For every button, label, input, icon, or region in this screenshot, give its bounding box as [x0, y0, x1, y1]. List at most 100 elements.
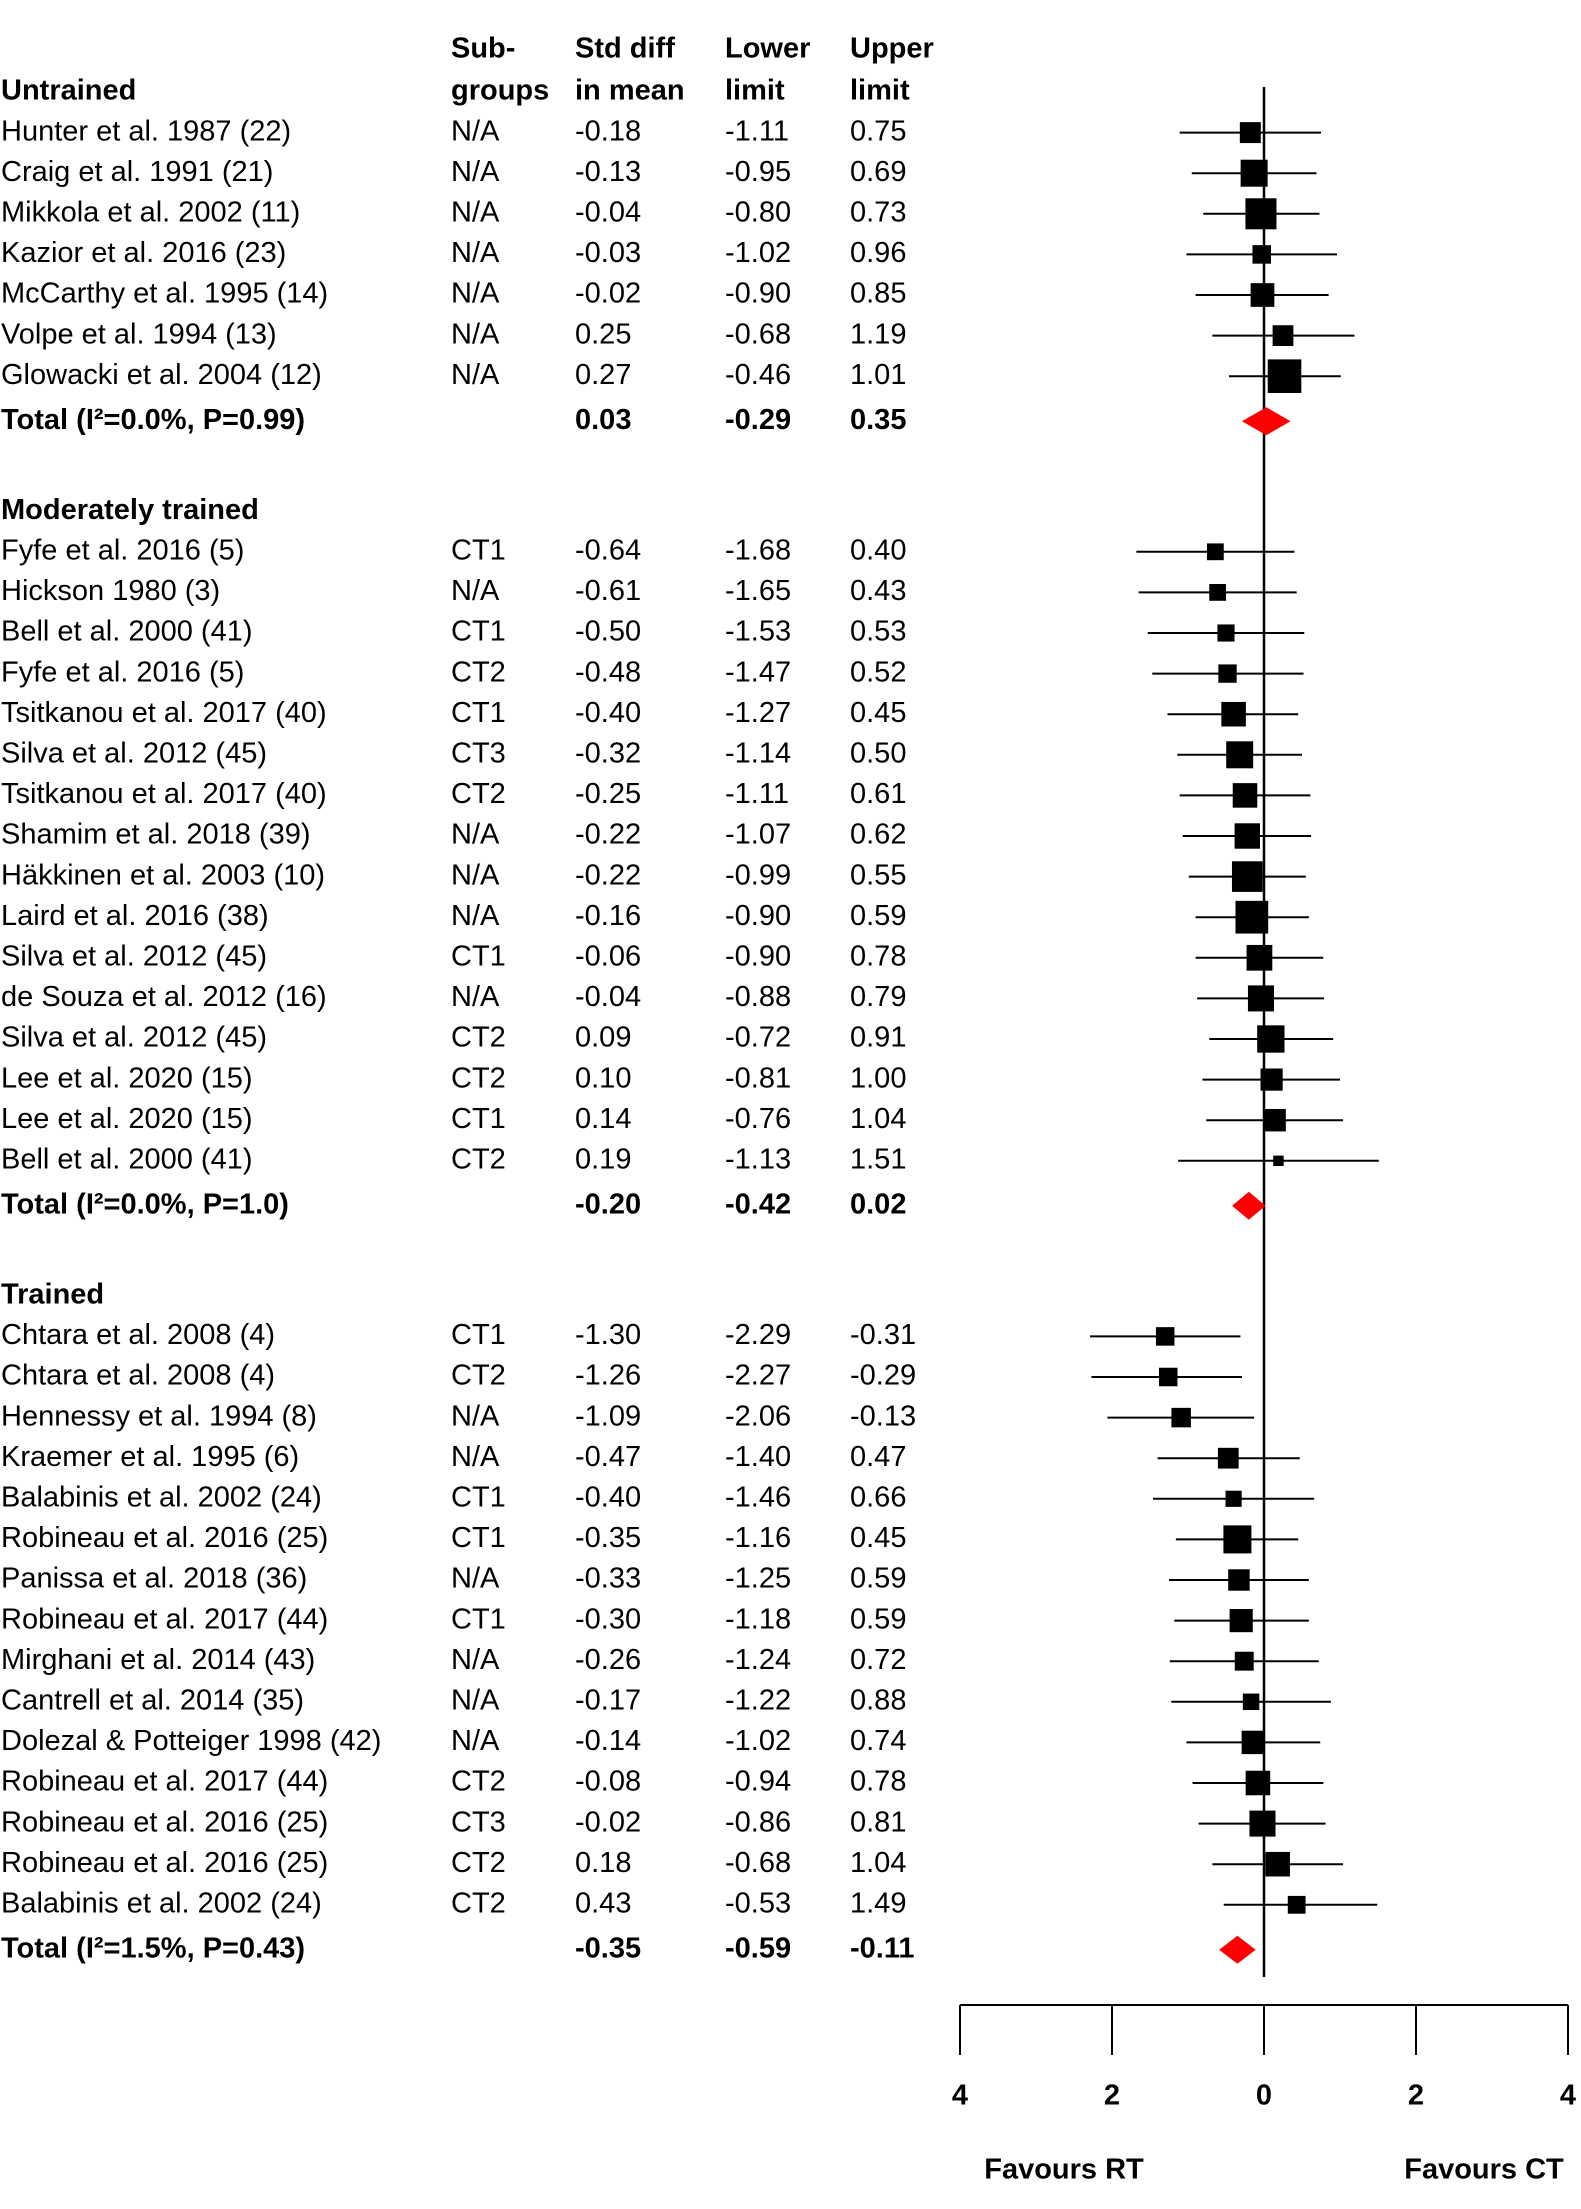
effect-marker — [1217, 1447, 1239, 1469]
study-label: Häkkinen et al. 2003 (10) — [1, 859, 325, 891]
study-label: Hunter et al. 1987 (22) — [1, 115, 291, 147]
value-label: -0.40 — [575, 1481, 641, 1513]
subgroup: CT2 — [451, 1847, 506, 1879]
subgroup: N/A — [451, 1684, 500, 1716]
effect-marker — [1239, 122, 1261, 144]
subgroup: N/A — [451, 575, 500, 607]
effect-marker — [1218, 664, 1237, 683]
value-label: 0.40 — [850, 534, 906, 566]
total-label: Total (I²=1.5%, P=0.43) — [1, 1932, 305, 1964]
value-label: 0.25 — [575, 318, 631, 350]
subgroup: CT1 — [451, 1603, 506, 1635]
value-label: -0.99 — [725, 859, 791, 891]
value-label: -0.16 — [575, 900, 641, 932]
effect-marker — [1267, 359, 1302, 393]
value-label: -2.06 — [725, 1400, 791, 1432]
value-label: -0.30 — [575, 1603, 641, 1635]
value-label: 1.49 — [850, 1887, 906, 1919]
value-label: -1.14 — [725, 737, 791, 769]
value-label: -0.22 — [575, 859, 641, 891]
value-label: 0.69 — [850, 156, 906, 188]
value-label: -0.90 — [725, 900, 791, 932]
study-label: Tsitkanou et al. 2017 (40) — [1, 778, 327, 810]
column-header: Sub- — [451, 33, 515, 65]
study-label: Robineau et al. 2016 (25) — [1, 1847, 328, 1879]
value-label: -1.09 — [575, 1400, 641, 1432]
value-label: -0.31 — [850, 1319, 916, 1351]
study-label: Volpe et al. 1994 (13) — [1, 318, 277, 350]
value-label: 0.61 — [850, 778, 906, 810]
value-label: -0.47 — [575, 1441, 641, 1473]
study-label: Mikkola et al. 2002 (11) — [1, 196, 300, 228]
effect-marker — [1260, 1068, 1283, 1091]
value-label: -0.86 — [725, 1806, 791, 1838]
subgroup: N/A — [451, 318, 500, 350]
total-value-label: 0.02 — [850, 1188, 906, 1220]
effect-marker — [1171, 1407, 1191, 1428]
value-label: -1.18 — [725, 1603, 791, 1635]
x-axis-label: Favours RT — [984, 2154, 1144, 2186]
value-label: 0.50 — [850, 737, 906, 769]
study-label: Hennessy et al. 1994 (8) — [1, 1400, 317, 1432]
value-label: 0.45 — [850, 1522, 906, 1554]
value-label: -1.68 — [725, 534, 791, 566]
value-label: -1.27 — [725, 697, 791, 729]
study-label: Balabinis et al. 2002 (24) — [1, 1887, 322, 1919]
subgroup: CT1 — [451, 616, 506, 648]
value-label: -1.16 — [725, 1522, 791, 1554]
value-label: -0.33 — [575, 1563, 641, 1595]
value-label: 0.88 — [850, 1684, 906, 1716]
total-label: Total (I²=0.0%, P=1.0) — [1, 1188, 289, 1220]
value-label: -0.02 — [575, 278, 641, 310]
subgroup: N/A — [451, 115, 500, 147]
total-value-label: 0.03 — [575, 404, 631, 436]
column-header: Lower — [725, 33, 810, 65]
value-label: 1.51 — [850, 1143, 906, 1175]
effect-marker — [1241, 1730, 1266, 1755]
study-label: de Souza et al. 2012 (16) — [1, 981, 327, 1013]
value-label: 0.19 — [575, 1143, 631, 1175]
value-label: 0.53 — [850, 616, 906, 648]
subgroup: N/A — [451, 900, 500, 932]
study-label: Craig et al. 1991 (21) — [1, 156, 273, 188]
value-label: -0.68 — [725, 1847, 791, 1879]
effect-marker — [1250, 283, 1275, 307]
study-label: Fyfe et al. 2016 (5) — [1, 656, 244, 688]
x-tick-label: 2 — [1408, 2080, 1424, 2112]
value-label: 0.14 — [575, 1103, 631, 1135]
study-label: Silva et al. 2012 (45) — [1, 737, 267, 769]
value-label: 0.62 — [850, 819, 906, 851]
effect-marker — [1234, 1651, 1254, 1671]
effect-marker — [1263, 1108, 1286, 1132]
total-value-label: -0.29 — [725, 404, 791, 436]
effect-marker — [1273, 1155, 1284, 1167]
value-label: -0.08 — [575, 1766, 641, 1798]
study-label: McCarthy et al. 1995 (14) — [1, 278, 328, 310]
subgroup: N/A — [451, 981, 500, 1013]
subgroup: CT2 — [451, 1143, 506, 1175]
effect-marker — [1249, 1810, 1276, 1837]
subgroup: CT1 — [451, 1481, 506, 1513]
value-label: -0.22 — [575, 819, 641, 851]
value-label: -1.26 — [575, 1360, 641, 1392]
study-label: Robineau et al. 2016 (25) — [1, 1806, 328, 1838]
value-label: -0.64 — [575, 534, 641, 566]
subgroup: CT3 — [451, 737, 506, 769]
subgroup: CT2 — [451, 656, 506, 688]
value-label: -0.40 — [575, 697, 641, 729]
value-label: 0.43 — [850, 575, 906, 607]
effect-marker — [1265, 1851, 1290, 1877]
value-label: -1.02 — [725, 1725, 791, 1757]
value-label: 0.52 — [850, 656, 906, 688]
x-axis-label: Favours CT — [1404, 2154, 1564, 2186]
value-label: 1.04 — [850, 1103, 906, 1135]
value-label: 0.74 — [850, 1725, 906, 1757]
subgroup: CT2 — [451, 778, 506, 810]
value-label: 0.18 — [575, 1847, 631, 1879]
subgroup: CT1 — [451, 1522, 506, 1554]
subgroup: CT2 — [451, 1022, 506, 1054]
value-label: -0.81 — [725, 1062, 791, 1094]
subgroup: N/A — [451, 278, 500, 310]
subgroup: CT1 — [451, 940, 506, 972]
